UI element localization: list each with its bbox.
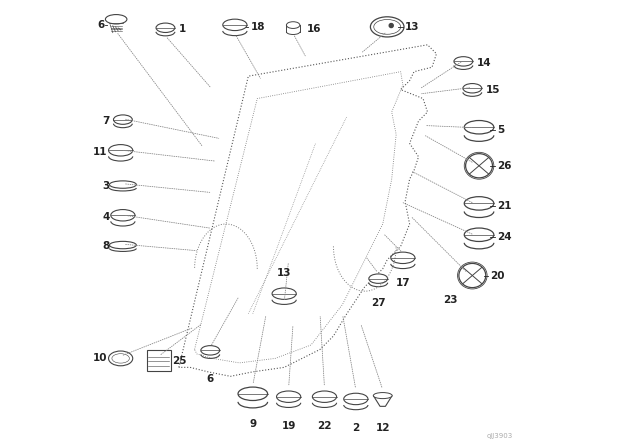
Text: 2: 2 — [352, 423, 360, 433]
Ellipse shape — [109, 241, 136, 249]
Ellipse shape — [238, 387, 268, 401]
Text: 18: 18 — [251, 22, 265, 32]
Ellipse shape — [201, 346, 220, 355]
Text: 14: 14 — [477, 58, 492, 68]
Text: 13: 13 — [405, 22, 420, 32]
Ellipse shape — [272, 288, 296, 299]
Ellipse shape — [464, 121, 494, 134]
Ellipse shape — [464, 197, 494, 210]
Ellipse shape — [466, 154, 493, 178]
Text: 22: 22 — [317, 421, 332, 431]
Text: 17: 17 — [396, 278, 410, 288]
Ellipse shape — [391, 252, 415, 263]
Text: 16: 16 — [307, 24, 321, 34]
Text: 26: 26 — [497, 161, 511, 171]
Ellipse shape — [287, 22, 300, 29]
Ellipse shape — [454, 56, 473, 66]
Text: 5: 5 — [497, 125, 504, 135]
Ellipse shape — [109, 145, 132, 156]
Text: 21: 21 — [497, 201, 511, 211]
Text: 9: 9 — [249, 419, 257, 429]
Text: 12: 12 — [376, 423, 390, 433]
Text: 3: 3 — [102, 181, 109, 191]
Ellipse shape — [463, 83, 482, 93]
Text: 19: 19 — [282, 421, 296, 431]
Text: oJJ3903: oJJ3903 — [486, 433, 513, 439]
Text: 6: 6 — [98, 20, 105, 30]
Text: 27: 27 — [371, 298, 385, 308]
Text: 11: 11 — [93, 147, 108, 157]
Ellipse shape — [156, 23, 175, 33]
Text: 20: 20 — [490, 271, 505, 280]
Ellipse shape — [276, 391, 301, 402]
Ellipse shape — [459, 263, 486, 288]
Text: 7: 7 — [102, 116, 109, 126]
Text: 4: 4 — [102, 212, 109, 222]
Ellipse shape — [369, 274, 388, 284]
Text: 6: 6 — [207, 374, 214, 384]
Ellipse shape — [223, 19, 247, 30]
Ellipse shape — [371, 17, 404, 37]
Text: 25: 25 — [172, 356, 187, 366]
Ellipse shape — [113, 115, 132, 125]
Text: 10: 10 — [93, 353, 108, 363]
Ellipse shape — [109, 181, 136, 188]
Text: 1: 1 — [179, 24, 186, 34]
Ellipse shape — [464, 228, 494, 241]
Text: 15: 15 — [486, 85, 500, 95]
Text: 23: 23 — [443, 295, 457, 305]
Ellipse shape — [109, 351, 132, 366]
FancyBboxPatch shape — [147, 350, 171, 371]
Ellipse shape — [312, 391, 337, 402]
Ellipse shape — [111, 210, 135, 221]
Text: 8: 8 — [102, 241, 109, 251]
Ellipse shape — [106, 15, 127, 24]
Ellipse shape — [373, 392, 392, 399]
Circle shape — [389, 23, 393, 28]
Text: 24: 24 — [497, 233, 511, 242]
Polygon shape — [373, 396, 392, 406]
Text: 13: 13 — [277, 268, 291, 278]
Ellipse shape — [344, 393, 368, 405]
